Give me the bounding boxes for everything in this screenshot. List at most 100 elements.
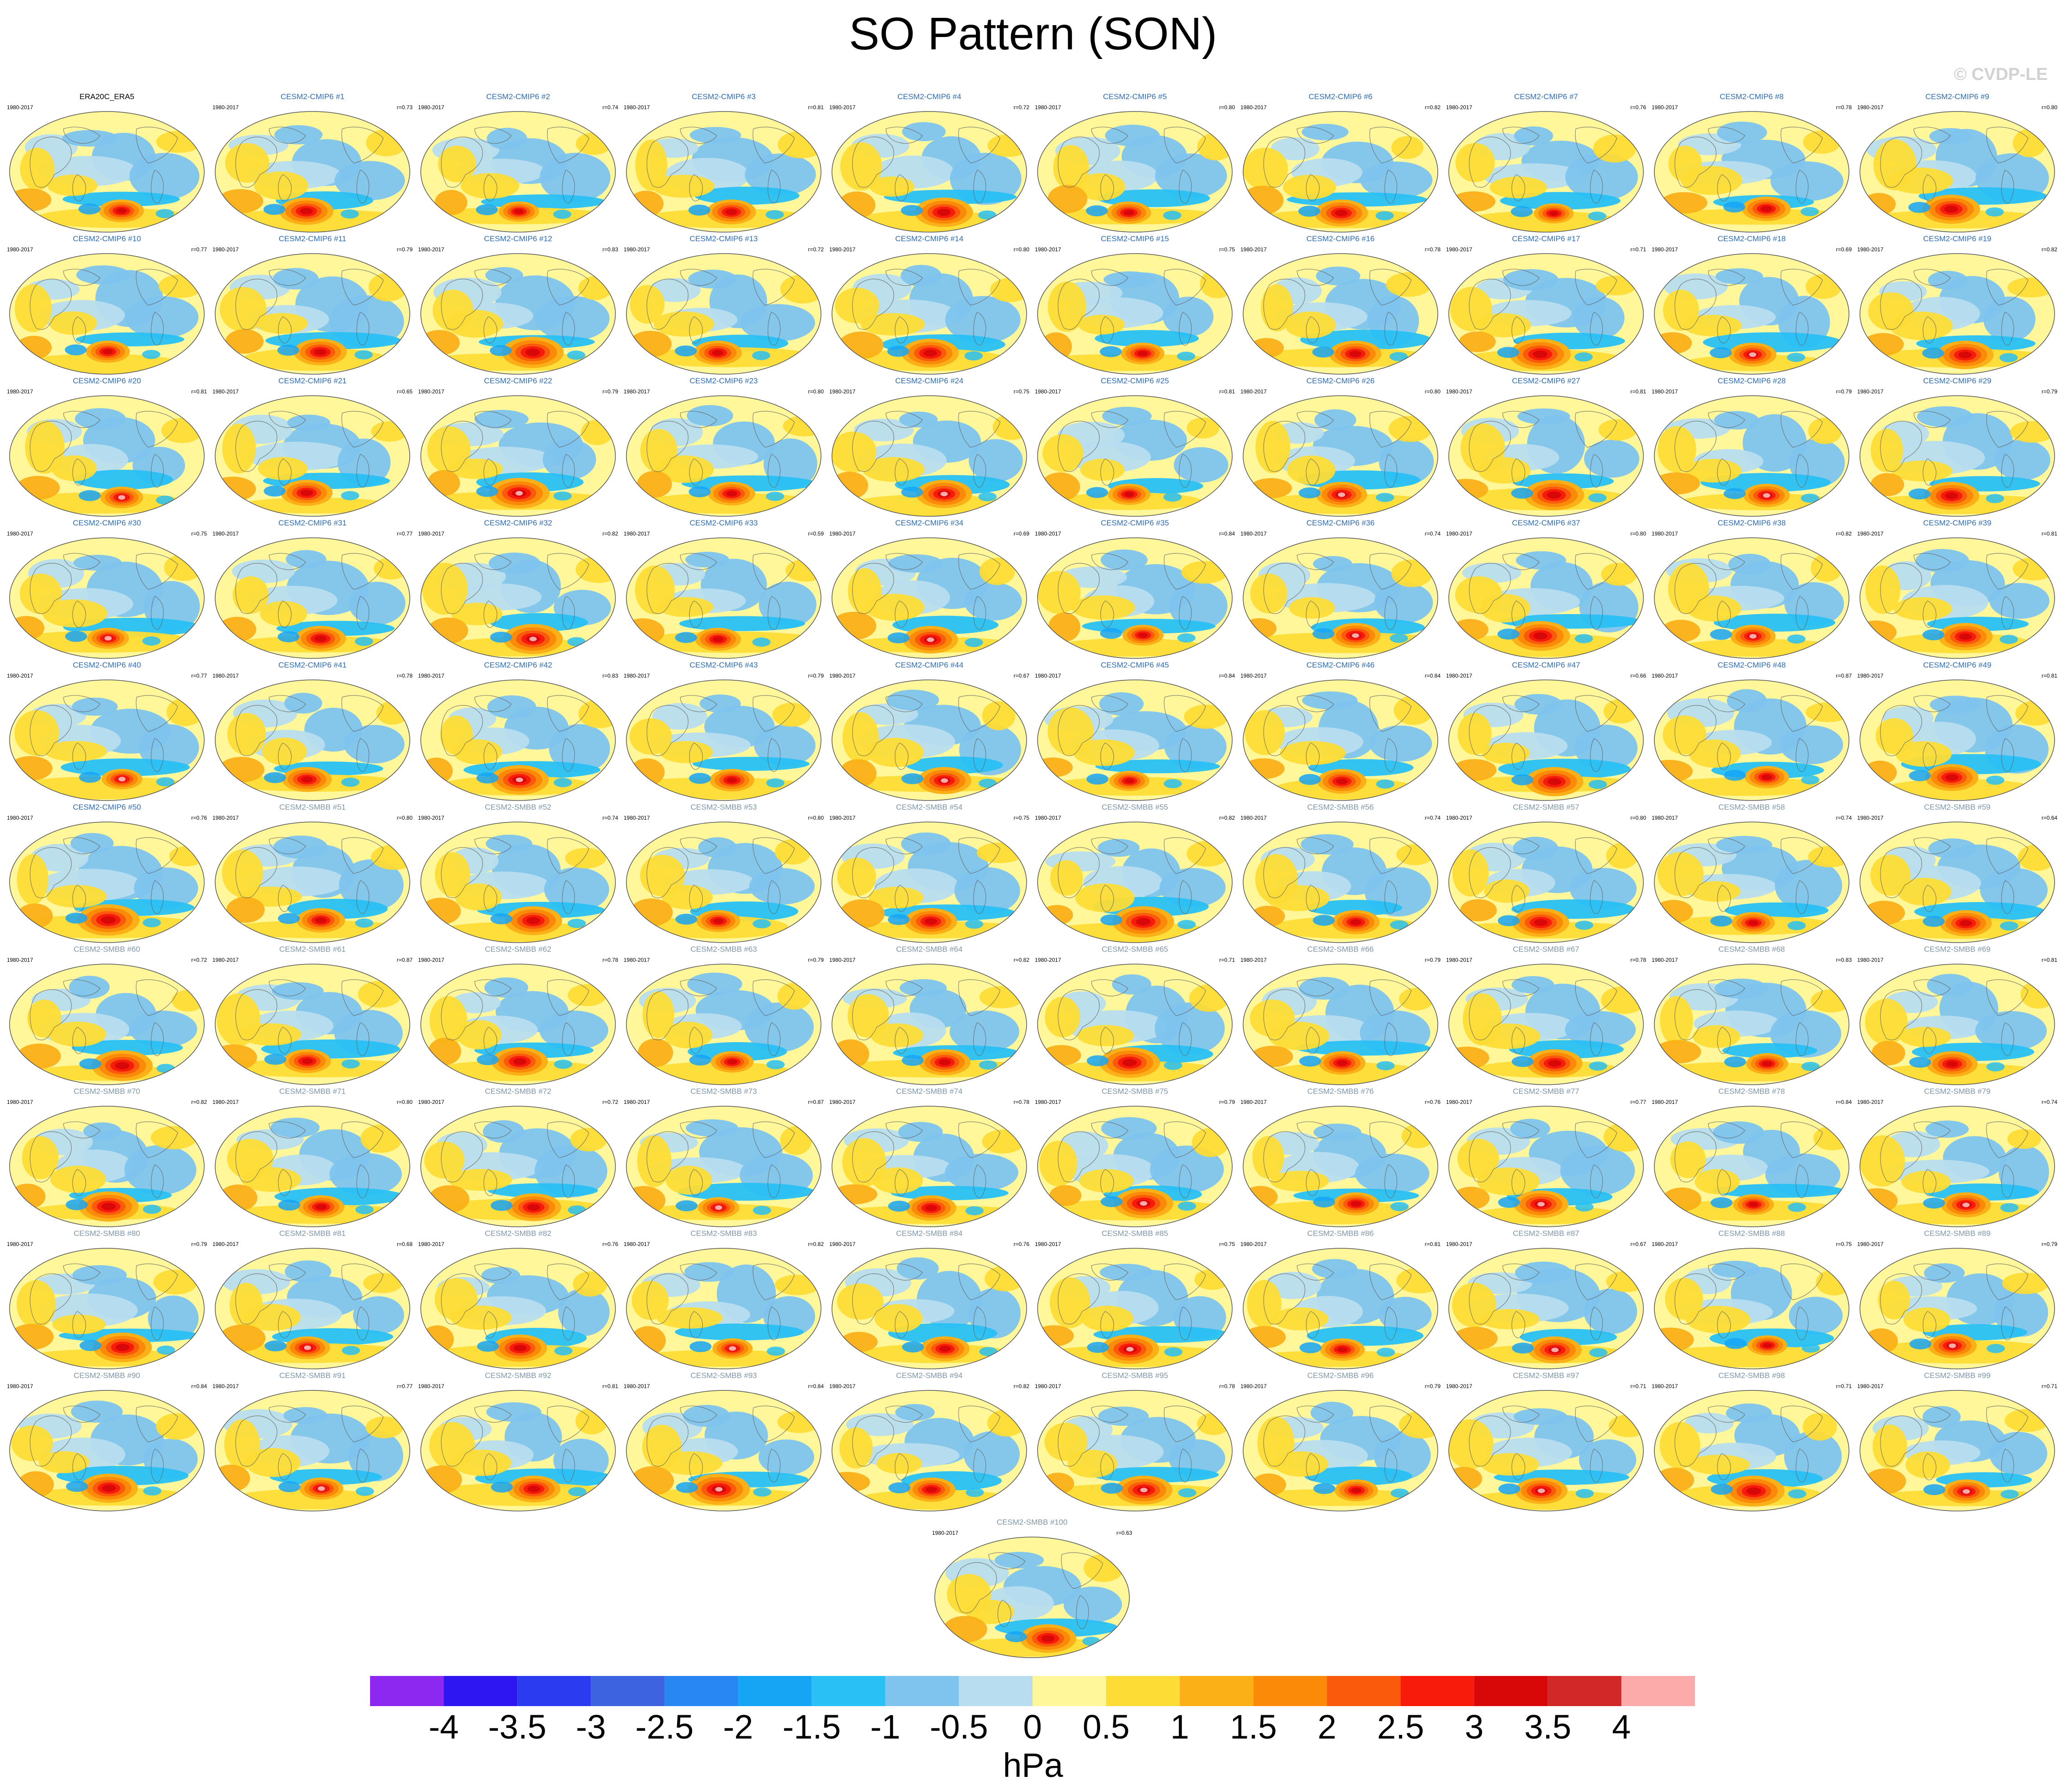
map-field — [421, 111, 615, 232]
panel-years: 1980-2017 — [1240, 530, 1267, 537]
panel-title: CESM2-CMIP6 #34 — [895, 519, 964, 527]
map-panel: CESM2-CMIP6 #42 1980-2017 r=0.83 — [415, 659, 621, 804]
pressure-anomaly-map — [832, 1106, 1027, 1227]
pressure-anomaly-map — [1448, 1248, 1644, 1369]
panel-years: 1980-2017 — [212, 530, 239, 537]
map-panel: CESM2-SMBB #58 1980-2017 r=0.74 — [1649, 801, 1854, 946]
panel-years: 1980-2017 — [1035, 957, 1061, 963]
pressure-anomaly-map — [1448, 964, 1644, 1085]
map-panel: CESM2-SMBB #68 1980-2017 r=0.83 — [1649, 943, 1854, 1088]
map-panel: CESM2-CMIP6 #43 1980-2017 r=0.79 — [621, 659, 826, 804]
panel-years: 1980-2017 — [1035, 1241, 1061, 1247]
coastline-outlines — [235, 1405, 384, 1482]
panel-correlation: r=0.78 — [1013, 1099, 1029, 1105]
map-panel: CESM2-SMBB #70 1980-2017 r=0.82 — [4, 1085, 210, 1230]
map-field — [1860, 538, 2055, 658]
map-field — [626, 964, 821, 1085]
panel-years: 1980-2017 — [1857, 673, 1884, 679]
coastline-outlines — [852, 695, 1001, 772]
panel-years: 1980-2017 — [1446, 815, 1473, 821]
map-panel: CESM2-CMIP6 #25 1980-2017 r=0.81 — [1032, 375, 1238, 520]
panel-years: 1980-2017 — [624, 1241, 650, 1247]
map-field — [1449, 822, 1643, 943]
map-panel: CESM2-SMBB #65 1980-2017 r=0.71 — [1032, 943, 1238, 1088]
pressure-anomaly-map — [832, 537, 1027, 659]
pressure-anomaly-map — [626, 964, 821, 1085]
panel-correlation: r=0.80 — [1630, 530, 1646, 537]
panel-title: CESM2-CMIP6 #7 — [1514, 92, 1578, 101]
colorbar-tick-label: 0 — [1023, 1708, 1042, 1746]
coastline-outlines — [852, 269, 1001, 345]
coastline-outlines — [1263, 553, 1412, 630]
panel-years: 1980-2017 — [212, 815, 239, 821]
map-panel: CESM2-CMIP6 #46 1980-2017 r=0.84 — [1238, 659, 1443, 804]
pressure-anomaly-map — [832, 1390, 1027, 1511]
panel-title: CESM2-CMIP6 #49 — [1923, 661, 1992, 669]
map-panel: CESM2-SMBB #63 1980-2017 r=0.79 — [621, 943, 826, 1088]
map-field — [626, 111, 821, 232]
panel-title: CESM2-SMBB #59 — [1924, 803, 1991, 811]
panel-correlation: r=0.81 — [2041, 530, 2057, 537]
panel-correlation: r=0.81 — [1219, 388, 1235, 395]
panel-correlation: r=0.81 — [2041, 673, 2057, 679]
panel-years: 1980-2017 — [829, 104, 856, 111]
map-panel: CESM2-CMIP6 #7 1980-2017 r=0.76 — [1443, 90, 1649, 236]
pressure-anomaly-map — [832, 1248, 1027, 1369]
map-panel: CESM2-CMIP6 #27 1980-2017 r=0.81 — [1443, 375, 1649, 520]
pressure-anomaly-map — [626, 1106, 821, 1227]
panel-years: 1980-2017 — [829, 530, 856, 537]
panel-correlation: r=0.75 — [1013, 815, 1029, 821]
pressure-anomaly-map — [832, 964, 1027, 1085]
panel-correlation: r=0.74 — [602, 815, 618, 821]
colorbar-tick-label: -0.5 — [930, 1708, 988, 1746]
panel-years: 1980-2017 — [1652, 530, 1678, 537]
coastline-outlines — [1058, 1405, 1206, 1482]
map-panel: CESM2-SMBB #75 1980-2017 r=0.79 — [1032, 1085, 1238, 1230]
panel-correlation: r=0.82 — [1425, 104, 1441, 111]
map-field — [1654, 396, 1849, 516]
pressure-anomaly-map — [420, 111, 616, 233]
pressure-anomaly-map — [1859, 1106, 2055, 1227]
pressure-anomaly-map — [1448, 822, 1644, 943]
coastline-outlines — [646, 553, 795, 630]
map-panel: CESM2-SMBB #66 1980-2017 r=0.79 — [1238, 943, 1443, 1088]
pressure-anomaly-map — [1037, 679, 1233, 801]
panel-title: CESM2-CMIP6 #28 — [1717, 376, 1786, 385]
coastline-outlines — [30, 1121, 178, 1198]
map-panel: CESM2-CMIP6 #47 1980-2017 r=0.66 — [1443, 659, 1649, 804]
map-field — [832, 111, 1027, 232]
panel-correlation: r=0.81 — [191, 388, 207, 395]
panel-years: 1980-2017 — [829, 246, 856, 253]
coastline-outlines — [441, 1121, 589, 1198]
coastline-outlines — [30, 127, 178, 203]
map-field — [1654, 680, 1849, 801]
pressure-anomaly-map — [420, 395, 616, 517]
map-panel: CESM2-SMBB #77 1980-2017 r=0.77 — [1443, 1085, 1649, 1230]
panel-correlation: r=0.76 — [191, 815, 207, 821]
map-panel: CESM2-CMIP6 #48 1980-2017 r=0.87 — [1649, 659, 1854, 804]
map-panel: CESM2-CMIP6 #26 1980-2017 r=0.80 — [1238, 375, 1443, 520]
pressure-anomaly-map — [1037, 1106, 1233, 1227]
coastline-outlines — [1469, 1405, 1617, 1482]
panel-years: 1980-2017 — [1446, 388, 1473, 395]
map-field — [1038, 822, 1232, 943]
pressure-anomaly-map — [1037, 111, 1233, 233]
coastline-outlines — [1674, 127, 1823, 203]
map-panel: CESM2-SMBB #90 1980-2017 r=0.84 — [4, 1369, 210, 1515]
coastline-outlines — [1058, 695, 1206, 772]
panel-correlation: r=0.72 — [1013, 104, 1029, 111]
pressure-anomaly-map — [1448, 1106, 1644, 1227]
coastline-outlines — [1263, 837, 1412, 914]
panel-years: 1980-2017 — [7, 530, 33, 537]
coastline-outlines — [30, 979, 178, 1056]
map-field — [1243, 396, 1438, 516]
map-field — [215, 964, 410, 1085]
panel-title: CESM2-SMBB #66 — [1307, 945, 1374, 954]
panel-years: 1980-2017 — [829, 388, 856, 395]
panel-title: CESM2-SMBB #76 — [1307, 1087, 1374, 1096]
panel-correlation: r=0.76 — [602, 1241, 618, 1247]
panel-correlation: r=0.79 — [2041, 1241, 2057, 1247]
panel-years: 1980-2017 — [7, 673, 33, 679]
map-field — [421, 254, 615, 374]
panel-title: CESM2-CMIP6 #40 — [73, 661, 141, 669]
